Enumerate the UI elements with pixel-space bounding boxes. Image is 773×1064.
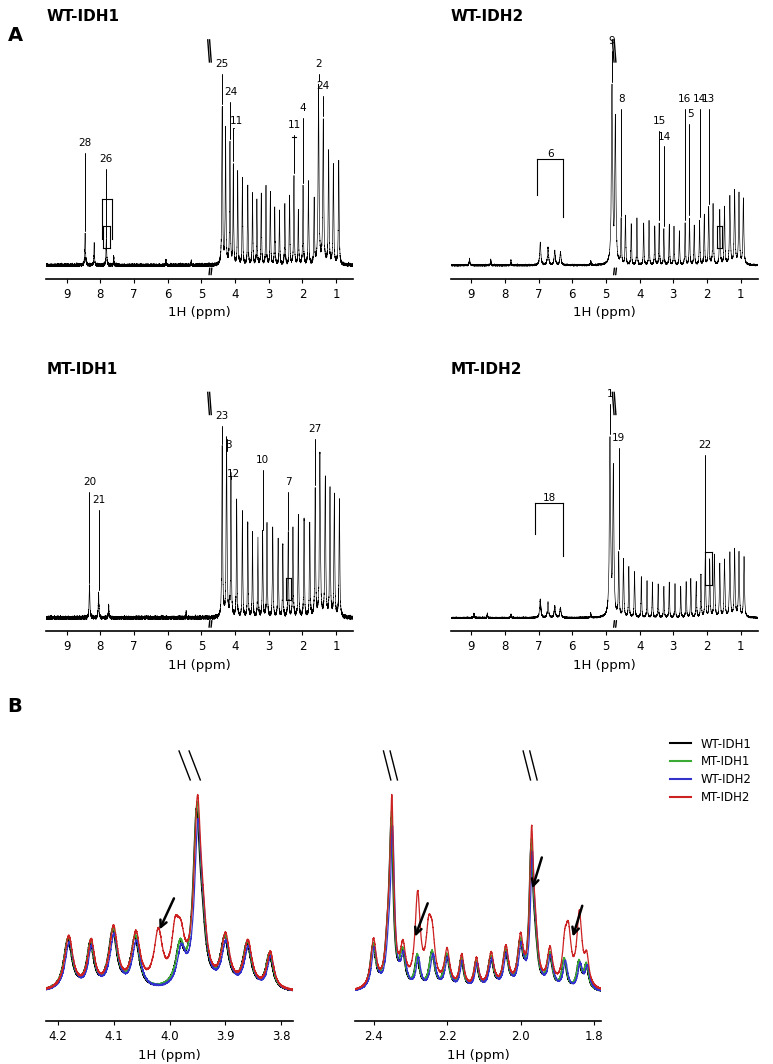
Text: 14: 14 [693,94,707,104]
Text: 13: 13 [702,94,715,104]
Text: 25: 25 [216,59,229,68]
X-axis label: 1H (ppm): 1H (ppm) [447,1049,509,1062]
Text: 8: 8 [618,94,625,104]
Legend: WT-IDH1, MT-IDH1, WT-IDH2, MT-IDH2: WT-IDH1, MT-IDH1, WT-IDH2, MT-IDH2 [670,737,751,803]
Text: 18: 18 [543,493,556,503]
Text: 12: 12 [226,468,240,479]
Text: 1: 1 [607,389,613,399]
X-axis label: 1H (ppm): 1H (ppm) [169,306,231,319]
X-axis label: 1H (ppm): 1H (ppm) [169,659,231,671]
Text: 7: 7 [285,478,291,487]
Text: 22: 22 [699,439,712,450]
Text: WT-IDH1: WT-IDH1 [46,10,119,24]
Text: 23: 23 [216,411,229,421]
Text: WT-IDH2: WT-IDH2 [451,10,524,24]
Text: 11: 11 [230,116,243,126]
X-axis label: 1H (ppm): 1H (ppm) [573,306,635,319]
Text: 28: 28 [79,138,92,148]
Text: 3: 3 [226,439,232,450]
Text: 24: 24 [224,87,237,97]
Text: MT-IDH2: MT-IDH2 [451,362,523,377]
X-axis label: 1H (ppm): 1H (ppm) [573,659,635,671]
Text: 9: 9 [608,36,615,47]
Text: MT-IDH1: MT-IDH1 [46,362,117,377]
X-axis label: 1H (ppm): 1H (ppm) [138,1049,201,1062]
Text: 6: 6 [547,149,553,160]
Text: 14: 14 [659,132,672,142]
Text: 5: 5 [687,110,693,119]
Text: 11: 11 [288,120,301,131]
Text: 10: 10 [256,455,269,465]
Text: 15: 15 [652,116,666,126]
Text: 26: 26 [100,153,113,164]
Text: 27: 27 [308,425,322,434]
Text: 24: 24 [317,81,330,90]
Text: 2: 2 [315,59,322,68]
Text: 16: 16 [677,94,691,104]
Text: A: A [8,26,23,45]
Text: 4: 4 [300,103,306,113]
Text: 21: 21 [92,495,105,505]
Text: 19: 19 [612,433,625,444]
Text: B: B [8,697,22,716]
Text: 20: 20 [83,478,96,487]
